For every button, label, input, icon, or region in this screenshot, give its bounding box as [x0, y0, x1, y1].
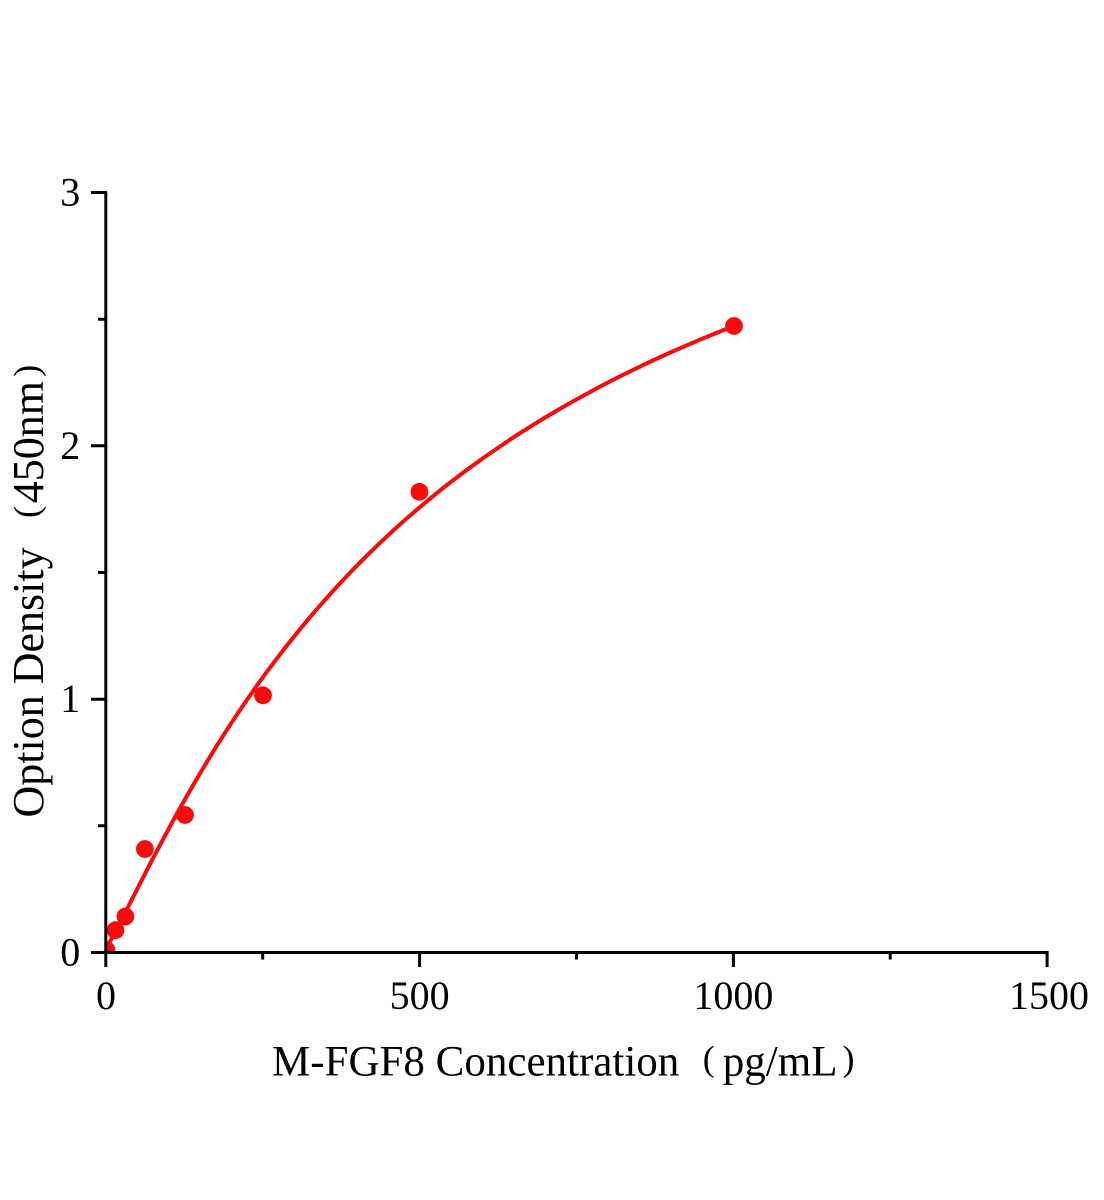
svg-text:450nm: 450nm: [4, 381, 53, 503]
svg-text:0: 0: [60, 930, 80, 975]
svg-text:pg/mL: pg/mL: [723, 1039, 838, 1086]
svg-text:M-FGF8 Concentration: M-FGF8 Concentration: [272, 1039, 679, 1086]
svg-text:1000: 1000: [693, 973, 773, 1018]
svg-text:500: 500: [390, 973, 450, 1018]
svg-text:Option Density: Option Density: [4, 547, 53, 817]
svg-text:2: 2: [60, 423, 80, 468]
svg-text:1: 1: [60, 676, 80, 721]
svg-text:): ): [843, 1039, 855, 1079]
svg-text:1500: 1500: [1009, 973, 1089, 1018]
svg-text:0: 0: [96, 973, 116, 1018]
svg-text:(: (: [703, 1039, 715, 1079]
svg-text:(: (: [7, 506, 47, 518]
svg-text:3: 3: [60, 170, 80, 215]
svg-text:): ): [7, 365, 47, 377]
